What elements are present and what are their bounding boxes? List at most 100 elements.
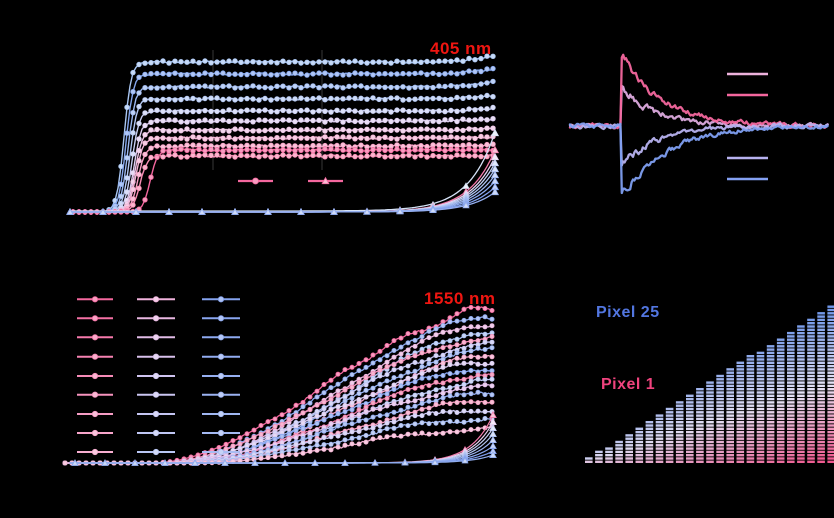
pixel-bar-stripe (797, 444, 805, 447)
pixel-bar-stripe (726, 411, 734, 414)
pixel-bar-stripe (776, 417, 785, 421)
pixel-bar-stripe (726, 378, 734, 381)
pixel-bar-stripe (766, 444, 775, 447)
pixel-bar-stripe (675, 430, 684, 434)
pixel-bar-stripe (696, 411, 704, 414)
legend-405nm (238, 176, 343, 185)
pixel-bar-stripe (686, 434, 694, 437)
pixel-bar-stripe (736, 374, 745, 378)
pixel-bar-stripe (766, 411, 775, 414)
pixel-bar-stripe (756, 407, 765, 411)
pixel-bar-stripe (665, 407, 674, 411)
pixel-bar-stripe (817, 328, 825, 331)
pixel-bar-stripe (827, 378, 834, 381)
pixel-bar-stripe (635, 447, 644, 450)
pixel-bar-stripe (817, 315, 825, 318)
curves-group-405nm (69, 53, 496, 215)
pixel-bar-stripe (776, 424, 785, 427)
pixel-bar-stripe (787, 437, 795, 440)
pixel-bar-stripe (696, 394, 704, 397)
pixel-bar-stripe (817, 430, 825, 434)
pixel-bar-stripe (827, 345, 834, 348)
pixel-bar-stripe (797, 325, 805, 328)
pixel-bar-stripe (797, 331, 805, 335)
pixel-bar-stripe (625, 457, 633, 460)
pixel-bar-stripe (726, 460, 734, 463)
pixel-bar-stripe (766, 345, 775, 348)
pixel-bar-stripe (665, 460, 674, 463)
pixel-bar-stripe (756, 351, 765, 355)
pixel-bar-stripe (726, 394, 734, 397)
pixel-bar-stripe (827, 407, 834, 411)
pixel-bar-stripe (655, 437, 664, 440)
pixel-bar-stripe (766, 361, 775, 364)
pixel-bar-stripe (766, 358, 775, 361)
pixel-bar-stripe (827, 411, 834, 414)
pixel-bar-stripe (746, 440, 755, 444)
pixel-bar-stripe (706, 384, 714, 388)
pixel-bar-stripe (706, 417, 714, 421)
pixel-bar-stripe (827, 427, 834, 430)
pixel-bar-stripe (776, 434, 785, 437)
pixel-bar-stripe (686, 401, 694, 404)
pixel-bar-stripe (675, 424, 684, 427)
pixel-bar-stripe (675, 427, 684, 430)
pixel-bar-stripe (787, 454, 795, 457)
pixel-bar-stripe (817, 414, 825, 417)
pixel-bar-stripe (817, 427, 825, 430)
pixel-bar-stripe (736, 401, 745, 404)
pixel-bar-stripe (686, 411, 694, 414)
pixel-bar-stripe (797, 401, 805, 404)
pixel-bar-stripe (756, 427, 765, 430)
pixel-1-label: Pixel 1 (601, 376, 656, 393)
pixel-bar-stripe (645, 447, 654, 450)
pixel-bar-stripe (645, 421, 654, 424)
pixel-bar-stripe (827, 434, 834, 437)
pixel-bar-stripe (746, 427, 755, 430)
pixel-bar-stripe (817, 444, 825, 447)
pixel-bar-stripe (817, 411, 825, 414)
pixel-bar-stripe (787, 460, 795, 463)
pixel-bar-stripe (817, 421, 825, 424)
pixel-bar-stripe (776, 450, 785, 454)
pixel-bar-stripe (756, 417, 765, 421)
pixel-bar-stripe (787, 424, 795, 427)
pixel-bar-stripe (807, 384, 815, 388)
pixel-bar-stripe (675, 454, 684, 457)
pixel-bar-stripe (807, 388, 815, 391)
pixel-bar-stripe (706, 444, 714, 447)
pixel-bar-stripe (817, 318, 825, 322)
pixel-bar-stripe (797, 351, 805, 355)
pixel-bar-stripe (746, 411, 755, 414)
pixel-bar-stripe (605, 450, 613, 454)
pixel-bar-stripe (756, 368, 765, 371)
pixel-bar-stripe (766, 394, 775, 397)
pixel-bar-stripe (726, 401, 734, 404)
pixel-bar-stripe (706, 440, 714, 444)
pixel-bar-stripe (817, 348, 825, 351)
pixel-bar-stripe (686, 430, 694, 434)
pixel-bar-stripe (726, 424, 734, 427)
pixel-bar-stripe (645, 437, 654, 440)
pixel-bar-stripe (645, 444, 654, 447)
wavelength-label-1550nm: 1550 nm (424, 289, 496, 308)
pixel-bar-stripe (807, 427, 815, 430)
legend-transient (727, 72, 768, 181)
pixel-bar-stripe (756, 424, 765, 427)
pixel-bar-stripe (797, 381, 805, 384)
pixel-bar-stripe (787, 391, 795, 394)
pixel-bar-stripe (807, 457, 815, 460)
pixel-bar-stripe (827, 384, 834, 388)
pixel-bar-stripe (726, 404, 734, 407)
pixel-bar-stripe (716, 454, 724, 457)
pixel-bar-stripe (665, 434, 674, 437)
pixel-bar-stripe (827, 338, 834, 341)
pixel-bar-stripe (797, 391, 805, 394)
pixel-bar-stripe (817, 457, 825, 460)
pixel-bar-stripe (756, 384, 765, 388)
pixel-bar-stripe (696, 401, 704, 404)
pixel-bar-stripe (807, 358, 815, 361)
pixel-bar-stripe (615, 457, 623, 460)
pixel-bar-stripe (807, 440, 815, 444)
pixel-bar-stripe (645, 430, 654, 434)
